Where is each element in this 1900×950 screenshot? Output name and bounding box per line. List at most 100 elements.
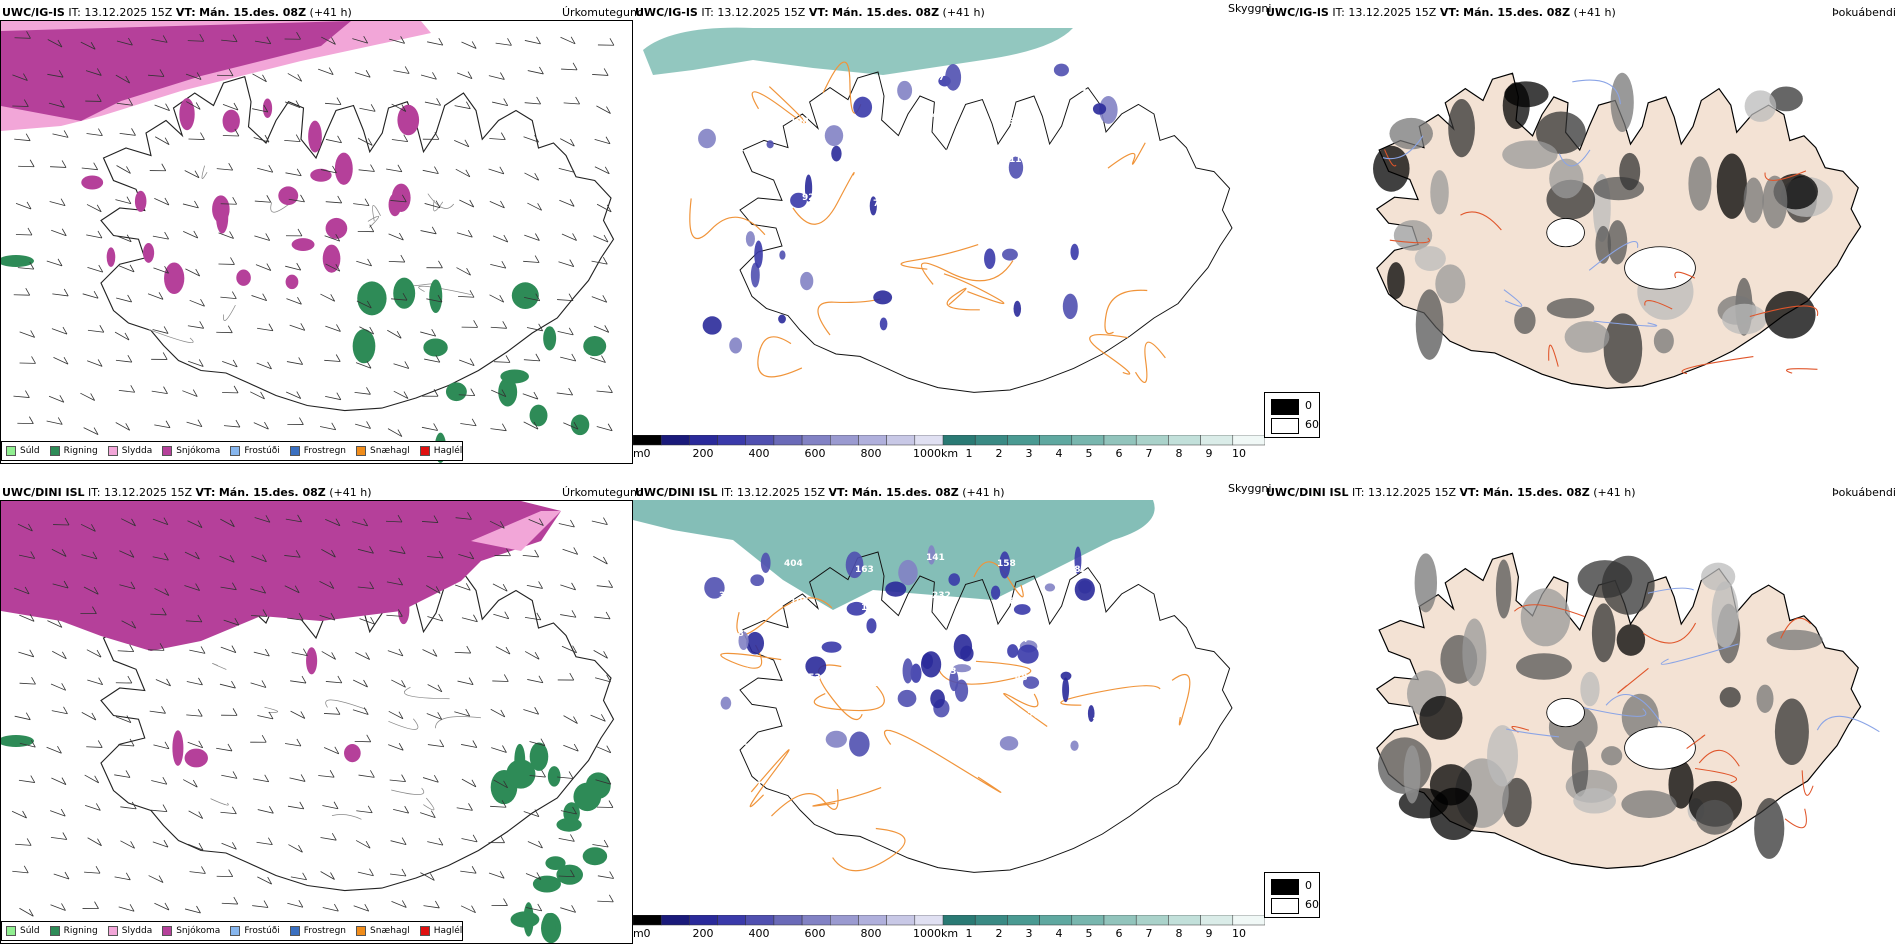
cloud-base-patch (846, 601, 867, 616)
road (1617, 667, 1649, 694)
fog-index-patch (1393, 220, 1433, 251)
snow-patch (334, 152, 353, 185)
fog-index-patch (1429, 787, 1478, 841)
road (1134, 341, 1166, 383)
it-label: IT: (68, 6, 81, 19)
fog-index-patch (1695, 799, 1734, 835)
cloud-base-patch (738, 631, 749, 651)
precip-legend-label: Snæhagl (370, 926, 410, 936)
lead-time: (+41 h) (1573, 6, 1616, 19)
lead-time: (+41 h) (942, 6, 985, 19)
cloud-base-patch (825, 730, 847, 748)
snow-patch (325, 217, 348, 239)
colorbar-cell (943, 915, 976, 926)
colorbar-cell (1103, 435, 1137, 446)
cloud-base-value: 147 (1098, 755, 1117, 765)
snow-patch (236, 269, 251, 286)
vt-label: VT: (828, 486, 849, 499)
cloud-base-value: 163 (855, 565, 874, 575)
precip-legend-swatch (419, 926, 430, 936)
cloud-base-patch (1008, 156, 1024, 179)
snow-patch (134, 190, 147, 212)
fog-index-patch (1716, 153, 1748, 219)
cloud-base-value: 116 (1009, 155, 1028, 165)
precip-legend-swatch (107, 926, 118, 936)
snow-patch (171, 588, 193, 620)
colorbar-cell (974, 435, 1008, 446)
precip-legend-item: Frostúði (230, 446, 280, 456)
precip-panel-title: UWC/IG-IS IT: 13.12.2025 15Z VT: Mán. 15… (2, 6, 352, 19)
cloud-base-patch (821, 641, 842, 653)
precip-type-panel: UWC/DINI ISL IT: 13.12.2025 15Z VT: Mán.… (0, 480, 644, 950)
cloud-base-value: 124 (737, 705, 756, 715)
snow-patch (310, 168, 332, 182)
cloud-base-patch (1074, 578, 1095, 601)
road (946, 287, 980, 311)
cloud-base-patch (930, 689, 945, 709)
cloud-base-patch (831, 145, 842, 162)
cloud-base-patch (1002, 248, 1018, 261)
it-value: 13.12.2025 15Z (1348, 6, 1437, 19)
snow-patch (397, 595, 410, 625)
low-visibility-area (633, 500, 1155, 610)
fog-index-patch (1580, 671, 1600, 707)
precip-legend-swatch (230, 926, 241, 936)
river (1584, 707, 1647, 717)
visibility-tick: 3 (1025, 927, 1033, 940)
fog-index-patch (1573, 788, 1617, 814)
precip-legend-swatch (356, 926, 367, 936)
vt-label: VT: (1439, 6, 1460, 19)
cloud-base-patch (824, 125, 844, 147)
rain-patch (514, 743, 526, 777)
cloud-base-patch (999, 551, 1011, 579)
cloud-base-value: 126 (1021, 711, 1040, 721)
precip-legend-label: Frostúði (244, 446, 280, 456)
colorbar-cell (801, 915, 831, 926)
precip-legend-swatch (289, 446, 300, 456)
colorbar-cell (943, 435, 976, 446)
fog-index-patch (1722, 303, 1767, 335)
fog-index-patch (1520, 588, 1571, 647)
road (832, 827, 906, 872)
it-value: 13.12.2025 15Z (1368, 486, 1457, 499)
cloud-base-value: 136 (1092, 717, 1111, 727)
fog-index-patch (1577, 560, 1633, 599)
rain-patch (445, 382, 467, 402)
fog-map (1375, 552, 1880, 869)
it-value: 13.12.2025 15Z (104, 486, 193, 499)
precip-legend-label: Haglél (433, 926, 463, 936)
rain-patch (352, 329, 376, 364)
cloud-base-patch (1044, 583, 1056, 592)
cloud-base-patch (805, 656, 827, 677)
road (1801, 770, 1814, 796)
cloud-base-patch (704, 576, 725, 599)
precip-legend-item: Frostúði (230, 926, 280, 936)
precip-legend-label: Súld (20, 926, 40, 936)
cloud-base-value: 144 (719, 111, 738, 121)
height-tick: 600 (804, 447, 826, 460)
colorbar-cell (1039, 915, 1073, 926)
cloud-base-patch (866, 618, 877, 634)
fog-panel-title: UWC/DINI ISL IT: 13.12.2025 15Z VT: Mán.… (1266, 486, 1636, 499)
cloud-base-patch (1013, 300, 1022, 317)
colorbar-cell (717, 435, 746, 446)
cloud-base-value: 438 (997, 79, 1016, 89)
fog-index-patch (1430, 170, 1449, 215)
visibility-colorbar: km 1 2 3 4 5 6 7 8 9 10 (941, 435, 1271, 465)
height-tick: 800 (860, 927, 882, 940)
rain-patch (529, 742, 549, 771)
fog-legend-label-1: 60 (1305, 898, 1319, 911)
rain-patch (529, 404, 548, 427)
road (1060, 685, 1161, 706)
cloud-base-patch (945, 63, 962, 91)
precip-legend-swatch (49, 446, 60, 456)
cloud-base-value: 72 (873, 199, 886, 209)
snow-patch (285, 274, 299, 290)
cloud-base-patch (849, 731, 870, 757)
cloud-map: 242 350 143 157 438 214 144 198 86 421 83 10 137 200 7… (643, 27, 1233, 393)
fog-index-patch (1610, 72, 1634, 132)
snow-patch (222, 109, 240, 133)
lead-time: (+41 h) (1593, 486, 1636, 499)
cloud-base-value: 158 (997, 559, 1016, 569)
rain-patch (556, 864, 583, 885)
